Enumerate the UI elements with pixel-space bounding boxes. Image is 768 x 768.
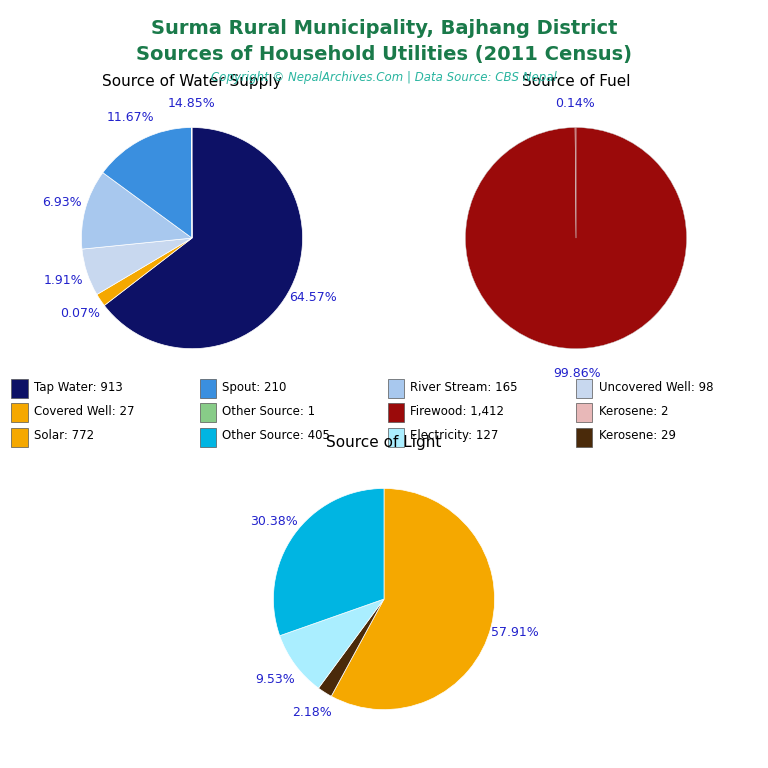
Text: 99.86%: 99.86% [553,366,601,379]
Text: 2.18%: 2.18% [292,707,332,720]
Text: 6.93%: 6.93% [42,196,81,209]
Text: Copyright © NepalArchives.Com | Data Source: CBS Nepal: Copyright © NepalArchives.Com | Data Sou… [211,71,557,84]
FancyBboxPatch shape [576,379,592,398]
Text: Other Source: 405: Other Source: 405 [222,429,330,442]
Text: 14.85%: 14.85% [168,97,216,110]
Text: Solar: 772: Solar: 772 [34,429,94,442]
Wedge shape [331,488,495,710]
FancyBboxPatch shape [576,428,592,447]
Text: 0.14%: 0.14% [555,97,595,110]
Text: River Stream: 165: River Stream: 165 [410,380,518,393]
Wedge shape [97,238,192,306]
Text: Kerosene: 29: Kerosene: 29 [598,429,676,442]
FancyBboxPatch shape [388,428,404,447]
FancyBboxPatch shape [12,379,28,398]
FancyBboxPatch shape [388,379,404,398]
Text: Tap Water: 913: Tap Water: 913 [34,380,123,393]
Text: 64.57%: 64.57% [290,291,337,304]
Wedge shape [82,238,192,294]
Wedge shape [319,599,384,697]
FancyBboxPatch shape [12,428,28,447]
Wedge shape [280,599,384,688]
Text: Sources of Household Utilities (2011 Census): Sources of Household Utilities (2011 Cen… [136,45,632,64]
Text: Surma Rural Municipality, Bajhang District: Surma Rural Municipality, Bajhang Distri… [151,19,617,38]
Text: Uncovered Well: 98: Uncovered Well: 98 [598,380,713,393]
Wedge shape [575,127,576,238]
FancyBboxPatch shape [576,403,592,422]
Text: Covered Well: 27: Covered Well: 27 [34,405,134,418]
Wedge shape [465,127,687,349]
Text: 30.38%: 30.38% [250,515,298,528]
FancyBboxPatch shape [200,403,216,422]
Text: 11.67%: 11.67% [107,111,154,124]
Text: 0.07%: 0.07% [61,307,101,320]
Text: 1.91%: 1.91% [44,273,84,286]
Text: Firewood: 1,412: Firewood: 1,412 [410,405,505,418]
Text: 57.91%: 57.91% [491,626,538,639]
Wedge shape [81,173,192,249]
Text: Electricity: 127: Electricity: 127 [410,429,498,442]
Text: Kerosene: 2: Kerosene: 2 [598,405,668,418]
FancyBboxPatch shape [200,428,216,447]
FancyBboxPatch shape [12,403,28,422]
Text: Other Source: 1: Other Source: 1 [222,405,316,418]
FancyBboxPatch shape [200,379,216,398]
Text: Spout: 210: Spout: 210 [222,380,286,393]
Text: 9.53%: 9.53% [256,673,296,686]
Title: Source of Water Supply: Source of Water Supply [102,74,282,89]
Wedge shape [104,127,303,349]
Wedge shape [273,488,384,636]
FancyBboxPatch shape [388,403,404,422]
Wedge shape [103,127,192,238]
Title: Source of Fuel: Source of Fuel [521,74,631,89]
Title: Source of Light: Source of Light [326,435,442,450]
